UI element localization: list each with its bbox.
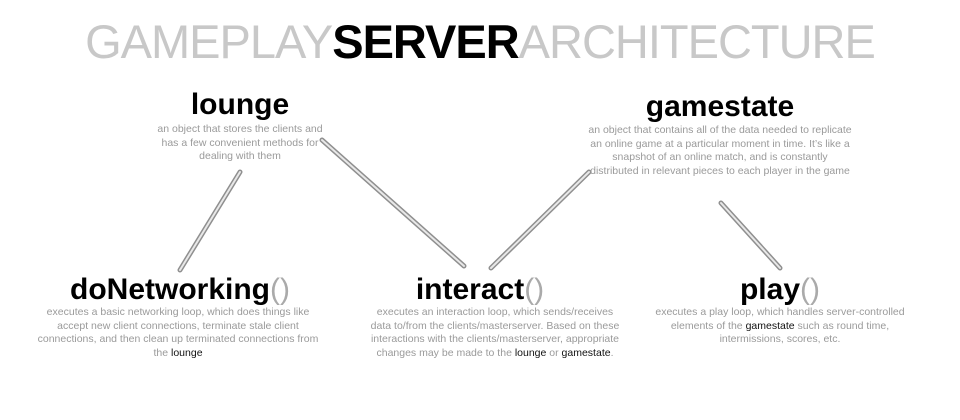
connector-gamestate-play	[718, 200, 783, 271]
node-title-play: play()	[680, 273, 880, 307]
node-desc-gamestate: an object that contains all of the data …	[588, 124, 852, 177]
connector-lounge-interact	[319, 137, 467, 269]
title-part-architecture: ARCHITECTURE	[518, 15, 876, 68]
interact-ref-lounge: lounge	[514, 346, 547, 359]
node-title-doNetworking: doNetworking()	[30, 273, 330, 307]
node-title-gamestate: gamestate	[645, 90, 795, 123]
title-part-server: SERVER	[332, 15, 519, 68]
play-name: play	[739, 273, 801, 306]
node-title-interact: interact()	[380, 273, 580, 307]
title-part-gameplay: GAMEPLAY	[85, 15, 333, 68]
interact-ref-gamestate: gamestate	[561, 346, 611, 359]
interact-paren: ()	[524, 273, 545, 306]
interact-end: .	[610, 346, 614, 359]
doNetworking-ref-lounge: lounge	[171, 346, 203, 359]
doNetworking-name: doNetworking	[70, 273, 270, 306]
interact-name: interact	[415, 273, 525, 306]
play-desc-post: such as round time, intermissions, score…	[719, 319, 890, 346]
node-desc-lounge: an object that stores the clients and ha…	[157, 123, 323, 163]
interact-joiner: or	[549, 346, 559, 359]
node-title-lounge: lounge	[190, 88, 290, 121]
node-desc-interact: executes an interaction loop, which send…	[370, 306, 620, 360]
node-desc-play: executes a play loop, which handles serv…	[640, 306, 920, 347]
play-desc-pre: executes a play loop, which handles serv…	[655, 306, 905, 332]
play-ref-gamestate: gamestate	[745, 319, 795, 332]
interact-desc-text: executes an interaction loop, which send…	[370, 306, 620, 359]
doNetworking-paren: ()	[270, 273, 290, 306]
connector-lounge-doNetworking	[177, 169, 243, 273]
doNetworking-desc-text: executes a basic networking loop, which …	[37, 306, 319, 359]
connector-gamestate-interact	[488, 169, 592, 271]
play-paren: ()	[800, 273, 820, 306]
node-desc-doNetworking: executes a basic networking loop, which …	[36, 306, 320, 360]
diagram-title: GAMEPLAYSERVERARCHITECTURE	[0, 14, 960, 70]
